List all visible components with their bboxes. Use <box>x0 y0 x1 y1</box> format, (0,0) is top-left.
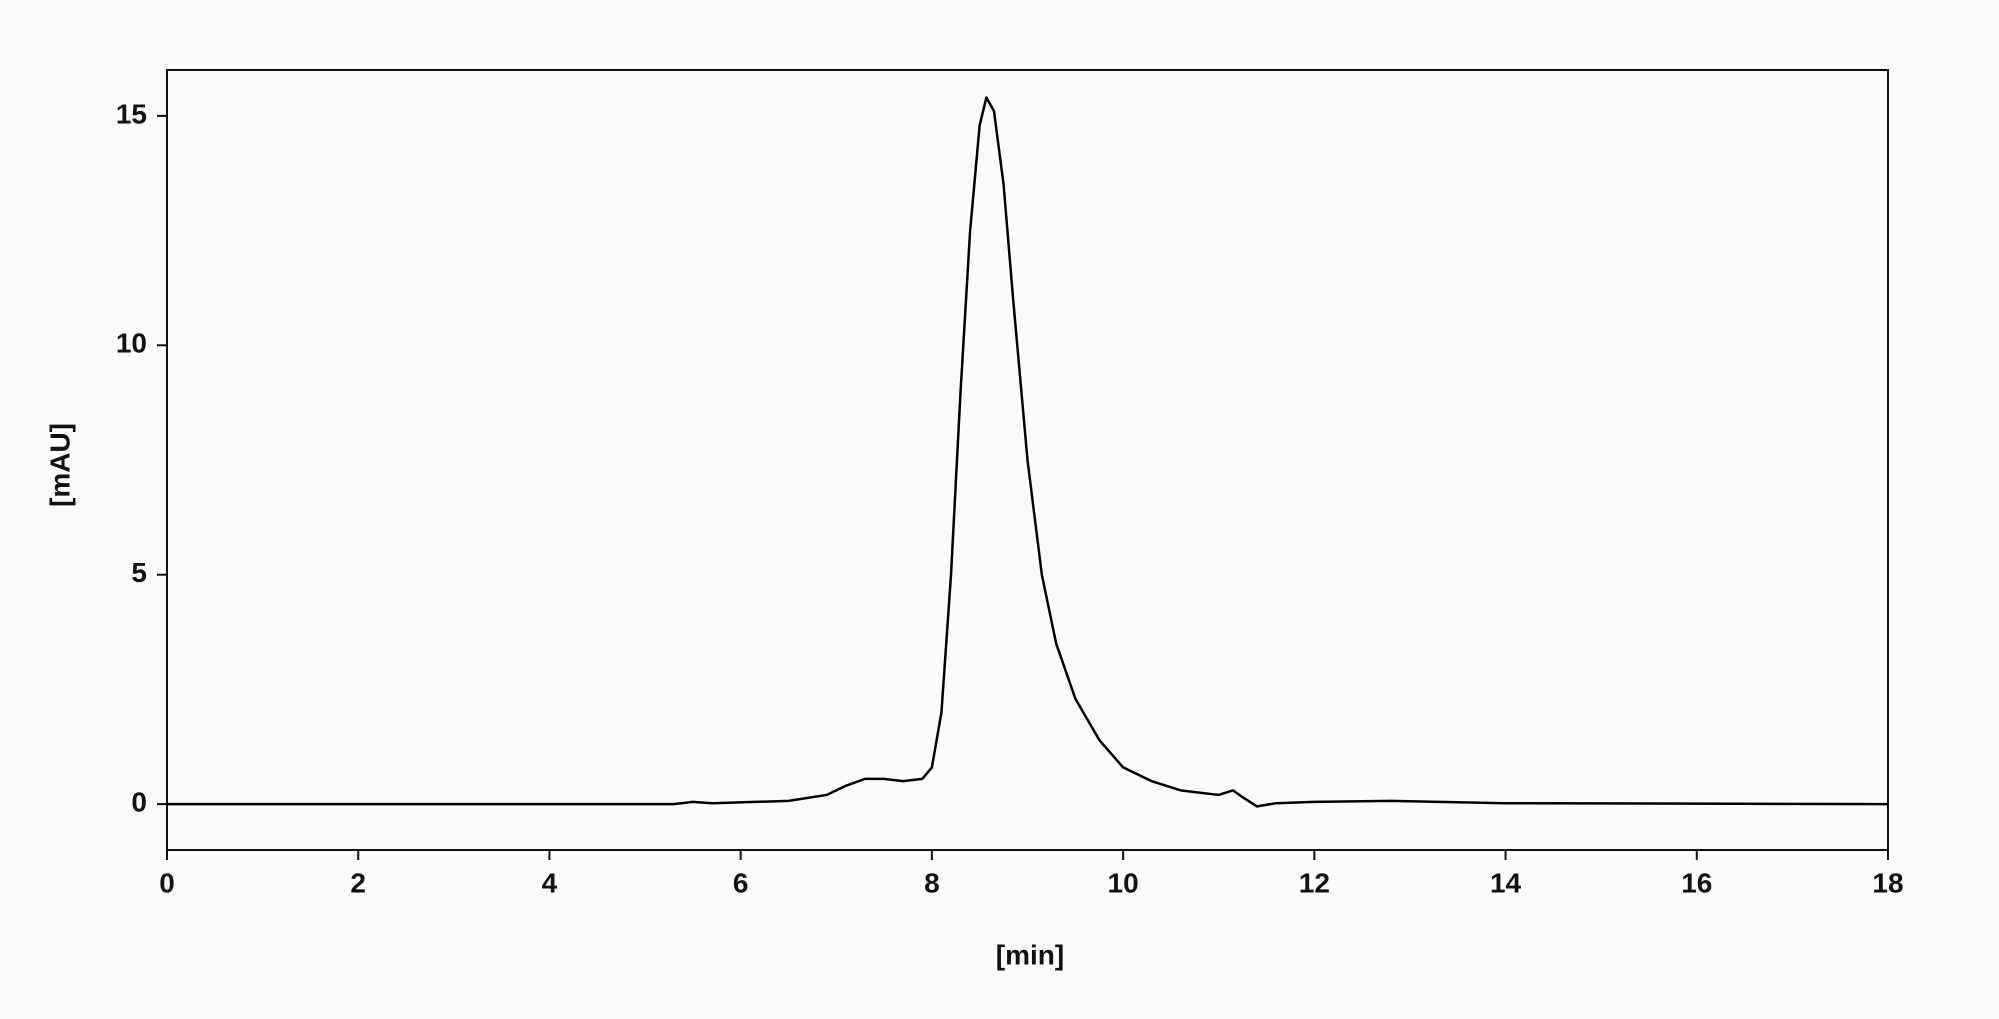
plot-frame <box>166 69 1889 851</box>
y-tick-label: 10 <box>116 328 147 359</box>
x-tick-label: 16 <box>1681 867 1712 898</box>
x-tick-label: 6 <box>733 867 749 898</box>
x-axis-label: [min] <box>996 939 1064 970</box>
x-tick-label: 0 <box>159 867 175 898</box>
x-tick-label: 18 <box>1872 867 1903 898</box>
y-tick-label: 0 <box>131 787 147 818</box>
x-tick-label: 12 <box>1299 867 1330 898</box>
x-tick-label: 14 <box>1490 867 1522 898</box>
data-line <box>167 96 1889 808</box>
x-tick-label: 10 <box>1108 867 1139 898</box>
y-tick-label: 5 <box>131 557 147 588</box>
y-axis-label: [mAU] <box>44 423 75 507</box>
y-tick-label: 15 <box>116 98 147 129</box>
x-tick-label: 4 <box>542 867 558 898</box>
x-tick-label: 2 <box>350 867 366 898</box>
x-tick-label: 8 <box>924 867 940 898</box>
